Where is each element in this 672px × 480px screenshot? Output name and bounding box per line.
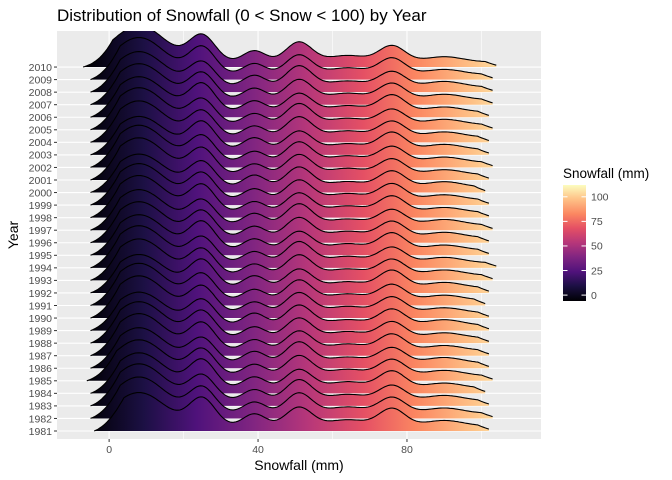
- ridge-outline: [90, 363, 490, 407]
- ridge-outline: [90, 189, 493, 231]
- y-tick-label: 1981: [29, 426, 53, 438]
- ridge-outline: [90, 301, 490, 344]
- legend-tick-label: 75: [591, 216, 603, 228]
- ridge-outline: [90, 313, 490, 357]
- y-tick-label: 2010: [29, 62, 53, 74]
- ridge-1981: [93, 391, 490, 432]
- y-axis-title: Year: [5, 221, 21, 250]
- x-tick-label: 0: [106, 444, 112, 456]
- y-tick-label: 1986: [29, 363, 53, 375]
- y-tick-label: 1988: [29, 338, 53, 350]
- ridge-fill: [94, 392, 489, 431]
- ridges: [82, 31, 497, 432]
- ridge-outline: [90, 115, 490, 156]
- y-tick-label: 1982: [29, 413, 53, 425]
- ridge-outline: [90, 214, 490, 256]
- ridge-outline: [90, 238, 493, 281]
- y-tick-label: 2006: [29, 112, 53, 124]
- ridge-outline: [90, 291, 490, 332]
- legend-tick-label: 50: [591, 241, 603, 253]
- legend-colorbar: [563, 185, 586, 301]
- y-tick-label: 1998: [29, 212, 53, 224]
- y-tick-label: 2005: [29, 125, 53, 137]
- ridge-outline: [90, 201, 490, 244]
- legend-tick-label: 25: [591, 265, 603, 277]
- y-tick-label: 1999: [29, 200, 53, 212]
- ridge-outline: [90, 174, 490, 219]
- y-tick-label: 2007: [29, 100, 53, 112]
- ridge-outline: [90, 225, 497, 269]
- x-tick-label: 40: [252, 444, 264, 456]
- ridge-outline: [90, 100, 490, 143]
- y-tick-label: 1987: [29, 351, 53, 363]
- ridge-outline: [90, 376, 493, 419]
- ridge-outline: [90, 137, 490, 181]
- y-tick-label: 2000: [29, 187, 53, 199]
- y-tick-label: 2001: [29, 175, 53, 187]
- legend-ticks: 0 25 50 75 100: [563, 192, 609, 302]
- y-tick-label: 1997: [29, 225, 53, 237]
- y-tick-label: 2009: [29, 74, 53, 86]
- legend-tick-label: 100: [591, 192, 609, 204]
- ridge-outline: [90, 253, 490, 294]
- ridge-outline: [90, 153, 486, 194]
- x-axis-ticks: 0 40 80: [106, 439, 413, 456]
- y-tick-label: 2008: [29, 87, 53, 99]
- color-legend: Snowfall (mm) 0 25 50 75 100: [563, 166, 649, 302]
- legend-tick-label: 0: [591, 290, 597, 302]
- ridge-outline: [90, 275, 490, 319]
- y-tick-label: 2003: [29, 150, 53, 162]
- x-tick-label: 80: [401, 444, 413, 456]
- ridge-outline: [82, 31, 497, 68]
- ridge-outline: [90, 124, 493, 168]
- y-tick-label: 2004: [29, 137, 53, 149]
- chart-title: Distribution of Snowfall (0 < Snow < 100…: [57, 6, 427, 25]
- y-axis-ticks: 1981198219831984198519861987198819891990…: [29, 62, 57, 438]
- y-tick-label: 1993: [29, 275, 53, 287]
- ridge-outline: [90, 327, 490, 369]
- ridge-outline: [90, 87, 493, 131]
- x-axis-title: Snowfall (mm): [254, 457, 343, 473]
- ridge-outline: [93, 391, 490, 432]
- ridge-outline: [90, 262, 486, 307]
- y-tick-label: 1985: [29, 376, 53, 388]
- ridge-outline: [90, 51, 493, 93]
- y-tick-label: 1991: [29, 300, 53, 312]
- y-tick-label: 1990: [29, 313, 53, 325]
- ridge-outline: [90, 63, 493, 106]
- y-tick-label: 2002: [29, 162, 53, 174]
- y-tick-label: 1992: [29, 288, 53, 300]
- y-tick-label: 1984: [29, 388, 53, 400]
- ridge-outline: [90, 163, 490, 206]
- ridge-outline: [90, 36, 493, 81]
- ridge-outline: [86, 339, 493, 382]
- ridge-outline: [90, 76, 490, 118]
- y-tick-label: 1989: [29, 325, 53, 337]
- y-tick-label: 1995: [29, 250, 53, 262]
- y-tick-label: 1994: [29, 263, 53, 275]
- legend-title: Snowfall (mm): [563, 166, 649, 181]
- y-tick-label: 1983: [29, 401, 53, 413]
- y-tick-label: 1996: [29, 238, 53, 250]
- ridge-outline: [90, 352, 486, 394]
